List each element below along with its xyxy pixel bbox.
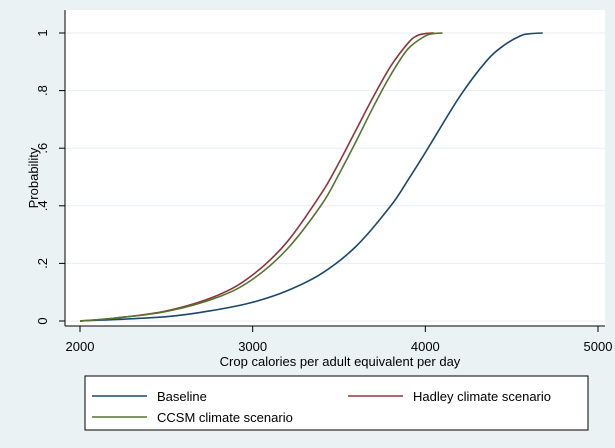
y-tick-label: 1 <box>35 29 50 36</box>
legend-label: CCSM climate scenario <box>157 410 293 425</box>
y-axis-ticks: 0 .2 .4 .6 .8 1 <box>35 29 65 325</box>
x-tick-label: 4000 <box>411 339 440 354</box>
x-tick-label: 2000 <box>66 339 95 354</box>
x-tick-label: 5000 <box>584 339 613 354</box>
y-tick-label: .8 <box>35 85 50 96</box>
legend-label: Baseline <box>157 389 207 404</box>
legend-box <box>84 375 589 431</box>
legend-label: Hadley climate scenario <box>413 389 551 404</box>
series-line-hadley-climate-scenario <box>79 32 435 322</box>
y-tick-label: .2 <box>35 258 50 269</box>
y-tick-label: .6 <box>35 143 50 154</box>
plot-area <box>65 10 605 326</box>
y-axis-label: Probability <box>26 147 41 208</box>
series-line-baseline <box>79 32 543 322</box>
legend: Baseline Hadley climate scenario CCSM clim… <box>84 375 589 431</box>
x-axis-ticks: 2000 3000 4000 5000 <box>66 326 613 354</box>
y-tick-label: 0 <box>35 317 50 324</box>
series-lines <box>79 32 543 322</box>
x-tick-label: 3000 <box>238 339 267 354</box>
x-axis-label: Crop calories per adult equivalent per d… <box>220 354 461 369</box>
y-tick-label: .4 <box>35 200 50 211</box>
series-line-ccsm-climate-scenario <box>79 32 443 322</box>
